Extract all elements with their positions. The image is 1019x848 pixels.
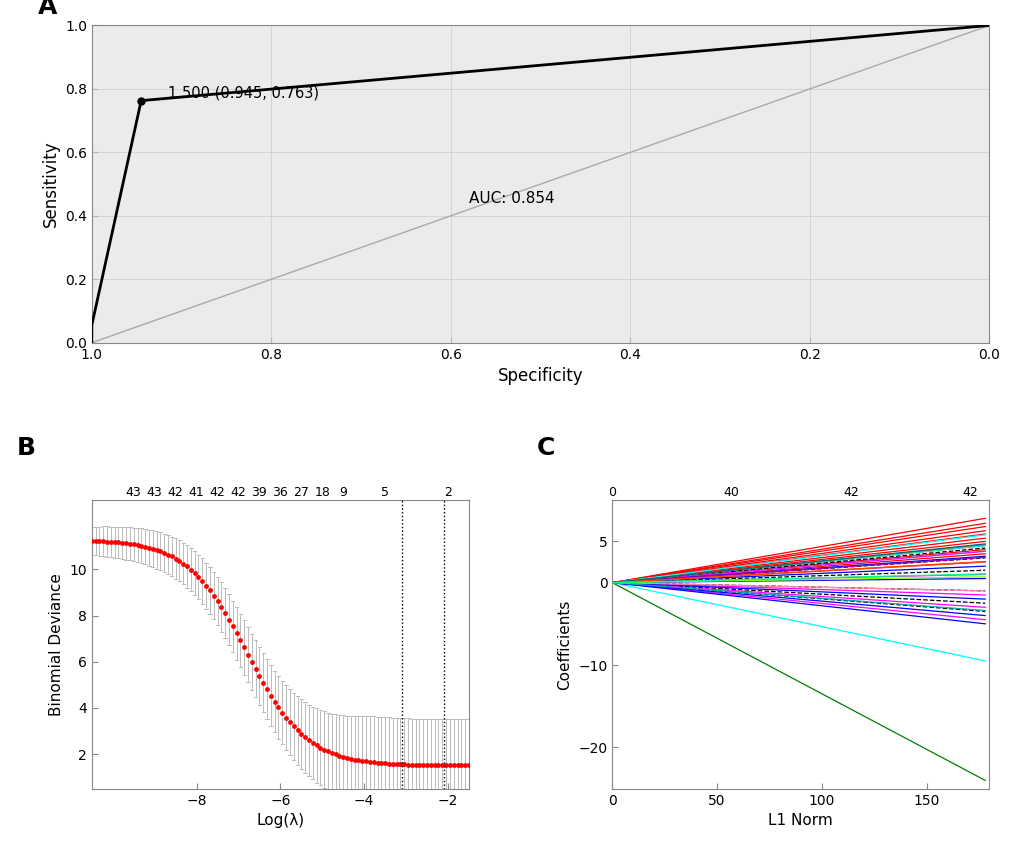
Y-axis label: Binomial Deviance: Binomial Deviance — [49, 573, 64, 716]
Text: 1.500 (0.945, 0.763): 1.500 (0.945, 0.763) — [168, 86, 319, 100]
Y-axis label: Coefficients: Coefficients — [557, 600, 572, 689]
X-axis label: L1 Norm: L1 Norm — [767, 813, 833, 828]
X-axis label: Log(λ): Log(λ) — [256, 813, 304, 828]
X-axis label: Specificity: Specificity — [497, 367, 583, 385]
Text: C: C — [536, 436, 554, 460]
Text: AUC: 0.854: AUC: 0.854 — [469, 191, 554, 206]
Text: A: A — [38, 0, 57, 20]
Y-axis label: Sensitivity: Sensitivity — [42, 141, 59, 227]
Text: B: B — [16, 436, 36, 460]
